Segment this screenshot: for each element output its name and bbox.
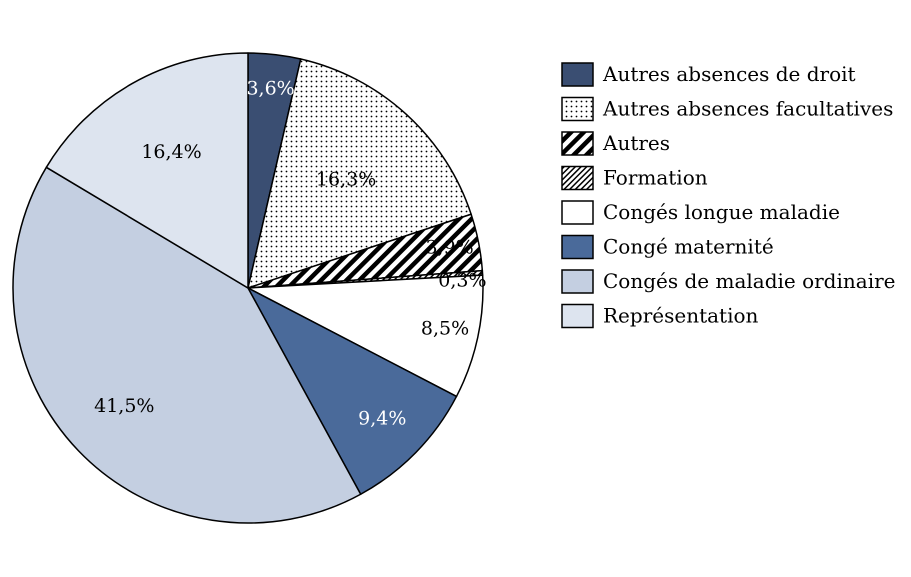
pie-slice-conge-maternite — [247, 287, 458, 495]
legend-swatch — [561, 165, 594, 191]
pie-slices — [12, 52, 484, 524]
slice-label-conge-maternite: 9,4% — [358, 408, 406, 430]
slice-label-conges-longue-maladie: 8,5% — [421, 318, 469, 340]
legend-item-autres-absences-facultatives: Autres absences facultatives — [561, 96, 893, 122]
legend-item-autres: Autres — [561, 131, 670, 156]
legend-label: Congés de maladie ordinaire — [603, 269, 895, 293]
legend-item-formation: Formation — [561, 165, 708, 191]
pie-labels: 3,6% 16,3% 3,9% 0,3% 8,5% 9,4% 41,5% 16,4% — [94, 78, 486, 430]
legend-label: Représentation — [603, 304, 759, 328]
slice-label-autres-absences-de-droit: 3,6% — [246, 78, 294, 100]
slice-label-autres-absences-facultatives: 16,3% — [316, 168, 376, 190]
legend-swatch — [561, 131, 594, 156]
legend-label: Autres absences facultatives — [602, 97, 893, 121]
legend-label: Autres absences de droit — [602, 62, 856, 86]
pie-slice-autres-absences-facultatives — [247, 58, 472, 289]
legend: Autres absences de droit Autres absences … — [561, 62, 895, 329]
legend-label: Autres — [602, 131, 670, 155]
legend-item-conge-maternite: Congé maternité — [561, 234, 774, 260]
legend-item-representation: Représentation — [561, 303, 759, 329]
legend-swatch — [561, 200, 594, 225]
slice-label-conges-de-maladie-ordinaire: 41,5% — [94, 395, 154, 417]
legend-swatch — [561, 269, 594, 294]
pie-slice-conges-de-maladie-ordinaire — [12, 166, 362, 524]
pie-slice-conges-longue-maladie — [247, 274, 484, 398]
slice-label-formation: 0,3% — [438, 270, 486, 292]
legend-item-conges-longue-maladie: Congés longue maladie — [561, 200, 840, 225]
pie-slice-representation — [45, 52, 249, 289]
legend-item-autres-absences-de-droit: Autres absences de droit — [561, 62, 856, 87]
legend-label: Congés longue maladie — [603, 200, 840, 224]
slice-label-representation: 16,4% — [141, 141, 201, 163]
legend-swatch — [561, 303, 594, 329]
slice-label-autres: 3,9% — [425, 237, 473, 259]
legend-swatch — [561, 62, 594, 87]
legend-label: Congé maternité — [603, 235, 774, 259]
legend-swatch — [561, 234, 594, 260]
legend-swatch — [561, 96, 594, 122]
legend-label: Formation — [603, 166, 708, 190]
legend-item-conges-de-maladie-ordinaire: Congés de maladie ordinaire — [561, 269, 895, 294]
